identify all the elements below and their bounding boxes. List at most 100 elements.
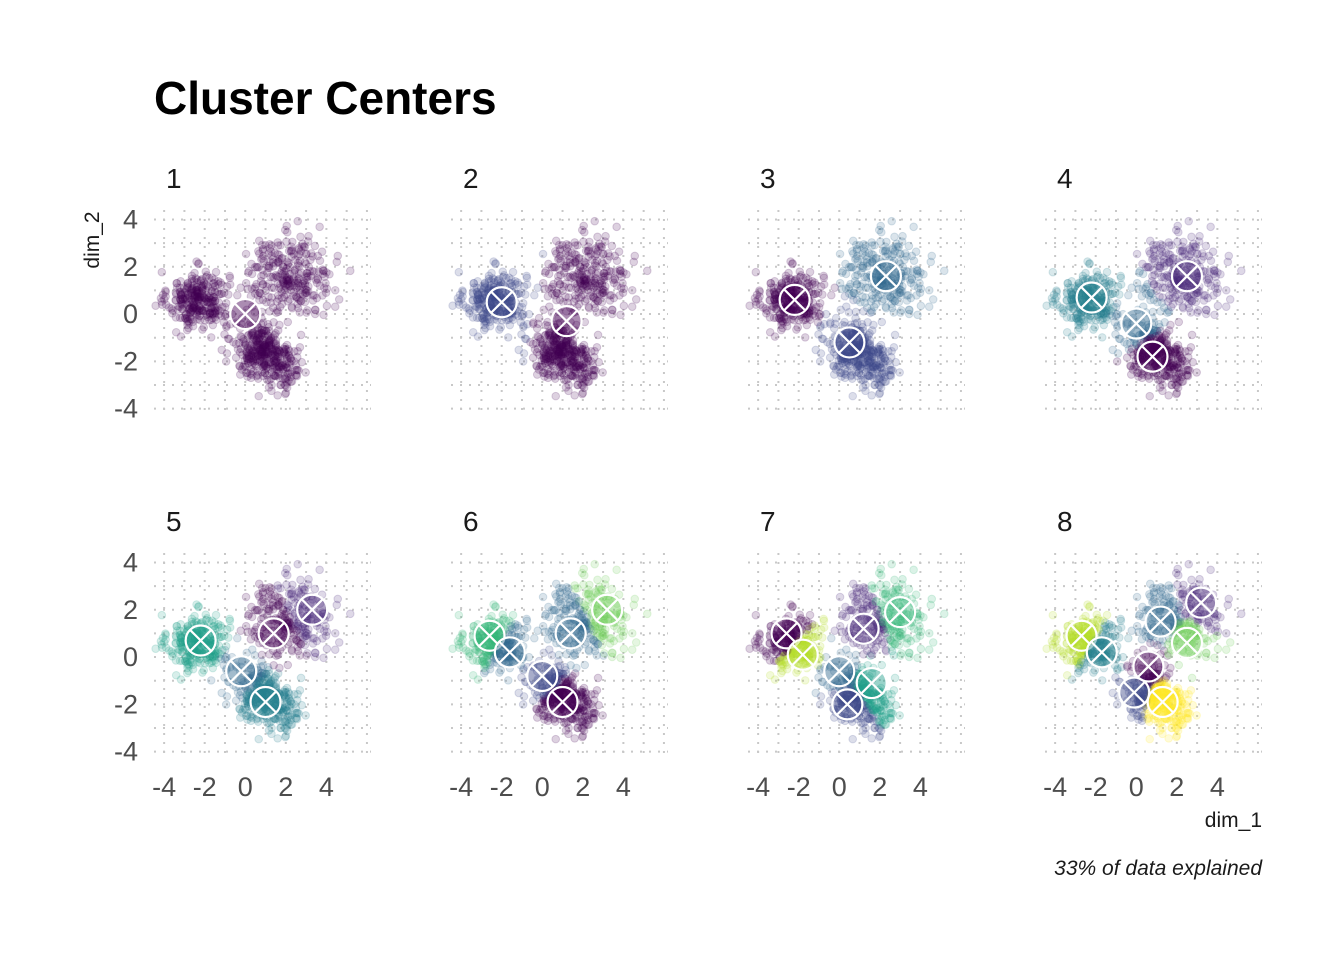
data-point xyxy=(258,342,268,352)
data-point xyxy=(237,332,246,342)
data-point xyxy=(194,296,204,305)
data-point xyxy=(254,357,264,367)
data-points xyxy=(745,216,949,401)
data-point xyxy=(1225,295,1235,304)
data-point xyxy=(482,314,492,324)
data-point xyxy=(192,285,201,295)
data-point xyxy=(534,313,544,323)
data-point xyxy=(217,289,227,298)
data-point xyxy=(221,298,231,308)
data-point xyxy=(264,340,274,350)
data-point xyxy=(1164,238,1174,247)
data-point xyxy=(539,353,548,363)
data-point xyxy=(1162,336,1172,345)
data-point xyxy=(216,289,225,299)
data-point xyxy=(642,266,652,276)
data-point xyxy=(292,626,302,636)
data-point xyxy=(762,309,771,318)
data-point xyxy=(770,295,779,304)
data-point xyxy=(197,281,206,291)
data-point xyxy=(195,301,204,311)
data-point xyxy=(282,237,291,246)
data-point xyxy=(285,605,295,615)
data-point xyxy=(1067,295,1076,304)
data-point xyxy=(161,287,170,297)
data-point xyxy=(870,380,880,390)
data-point xyxy=(253,340,263,350)
data-point xyxy=(274,258,284,268)
data-point xyxy=(792,325,801,334)
data-point xyxy=(863,318,872,327)
data-point xyxy=(508,267,518,277)
data-point xyxy=(171,296,181,305)
data-point xyxy=(1175,350,1185,360)
cluster-center-marker xyxy=(1136,340,1169,373)
data-point xyxy=(180,288,190,298)
panel-2: 2 xyxy=(448,163,668,411)
data-point xyxy=(286,590,296,599)
data-point xyxy=(258,344,268,354)
data-point xyxy=(292,283,302,293)
data-point xyxy=(197,283,207,292)
data-point xyxy=(835,362,844,371)
data-point xyxy=(231,339,241,349)
data-point xyxy=(188,291,197,301)
data-point xyxy=(184,305,194,314)
data-point xyxy=(217,345,227,355)
data-point xyxy=(193,289,203,299)
panel-label: 1 xyxy=(166,163,182,194)
data-point xyxy=(207,302,217,312)
data-point xyxy=(212,303,222,312)
data-point xyxy=(225,280,235,289)
data-point xyxy=(816,322,825,332)
data-point xyxy=(330,285,340,295)
data-point xyxy=(151,301,160,310)
data-point xyxy=(190,295,200,304)
data-point xyxy=(880,247,890,256)
data-point xyxy=(187,305,197,315)
data-point xyxy=(178,294,188,304)
data-point xyxy=(190,290,200,300)
data-point xyxy=(191,293,200,303)
data-point xyxy=(189,293,199,303)
data-point xyxy=(781,271,791,281)
data-point xyxy=(855,286,864,295)
data-point xyxy=(285,262,295,272)
panel-label: 6 xyxy=(463,506,479,537)
data-point xyxy=(1224,251,1234,261)
data-point xyxy=(202,310,212,319)
data-point xyxy=(495,325,504,334)
data-point xyxy=(243,268,253,277)
data-point xyxy=(208,294,217,304)
data-point xyxy=(811,345,821,355)
data-point xyxy=(222,282,232,291)
data-point xyxy=(192,278,202,287)
data-point xyxy=(193,307,202,316)
data-point xyxy=(257,351,267,361)
data-point xyxy=(258,608,267,617)
data-point xyxy=(193,314,202,324)
data-point xyxy=(200,280,210,289)
data-point xyxy=(264,348,273,357)
data-point xyxy=(593,330,603,340)
data-point xyxy=(581,282,591,291)
data-point xyxy=(551,391,561,401)
data-point xyxy=(249,328,258,338)
panel-6: 6-4 -2 0 2 4 xyxy=(448,506,668,802)
data-point xyxy=(168,309,177,318)
data-point xyxy=(241,362,250,371)
data-point xyxy=(293,365,302,375)
data-point xyxy=(551,246,560,256)
data-point xyxy=(256,276,266,286)
data-point xyxy=(171,327,181,337)
data-point xyxy=(194,259,203,269)
data-point xyxy=(751,300,761,310)
data-point xyxy=(233,290,242,300)
data-point xyxy=(242,696,251,706)
data-point xyxy=(205,308,215,318)
data-point xyxy=(184,305,194,314)
data-point xyxy=(755,287,764,297)
y-tick-label: -4 xyxy=(114,737,138,767)
data-point xyxy=(176,276,185,286)
data-point xyxy=(275,347,285,356)
